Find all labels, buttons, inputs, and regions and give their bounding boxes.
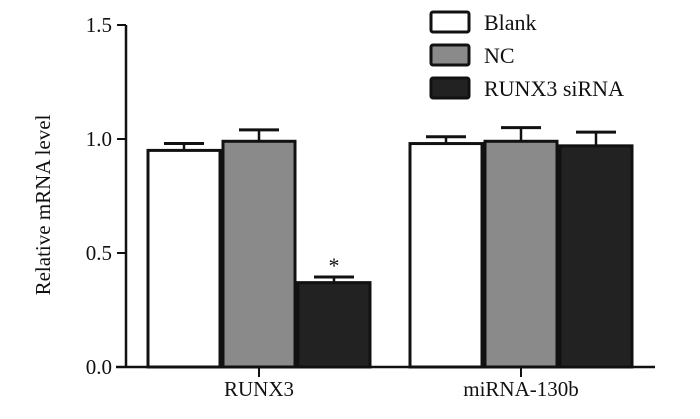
legend-swatch: [429, 10, 471, 34]
bar-runx3-sirna: [296, 281, 372, 369]
x-tick-label: miRNA-130b: [463, 377, 579, 401]
bar-blank: [146, 148, 222, 369]
bar-nc: [221, 139, 297, 369]
legend-label: NC: [484, 43, 515, 68]
legend-swatch: [429, 76, 471, 100]
y-tick-label: 1.0: [86, 127, 112, 151]
y-tick-label: 0.0: [86, 355, 112, 379]
bar-blank: [408, 142, 484, 369]
bars: *: [146, 126, 634, 369]
legend-label: Blank: [484, 10, 537, 35]
legend: Blank NC RUNX3 siRNA: [429, 10, 624, 101]
significance-marker: *: [329, 253, 340, 278]
y-tick-label: 0.5: [86, 241, 112, 265]
x-tick-label: RUNX3: [224, 377, 294, 401]
bar-nc: [483, 139, 559, 369]
legend-swatch: [429, 43, 471, 67]
y-tick-label: 1.5: [86, 13, 112, 37]
legend-label: RUNX3 siRNA: [484, 76, 624, 101]
bar-runx3-sirna: [558, 144, 634, 369]
y-axis-label: Relative mRNA level: [31, 114, 55, 295]
axes: 0.0 0.5 1.0 1.5 RUNX3 miRNA-130b: [86, 13, 655, 401]
